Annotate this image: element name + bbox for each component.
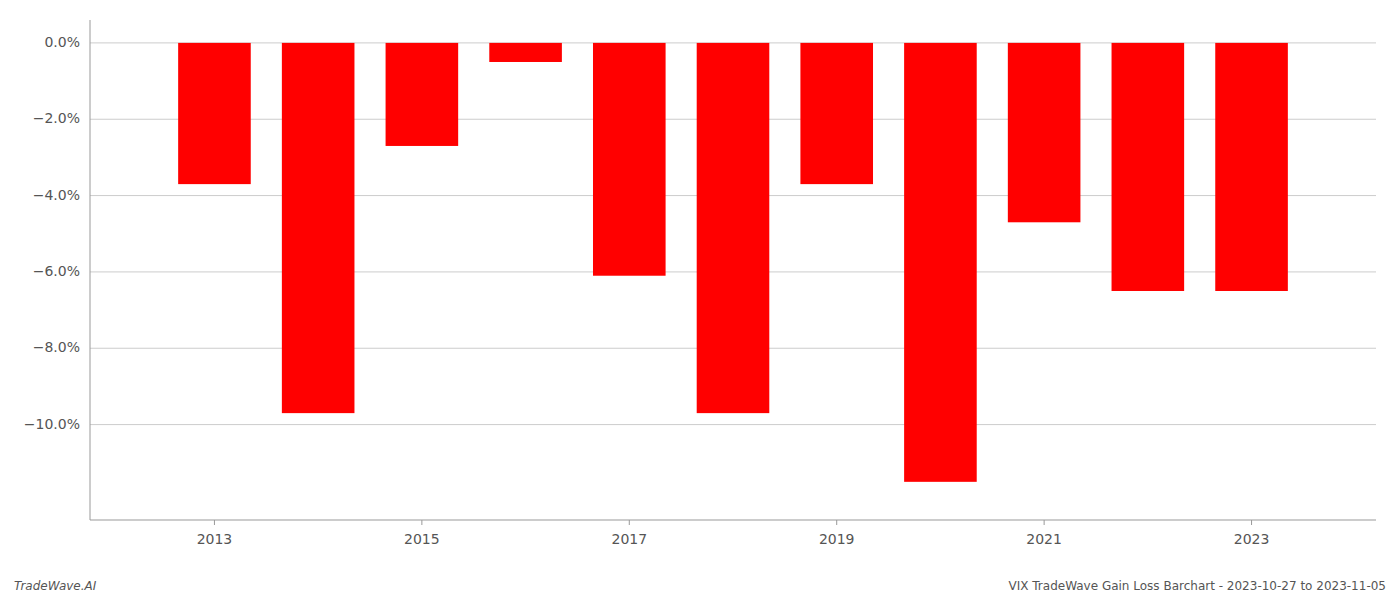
y-tick-label: −6.0% xyxy=(33,263,80,279)
bar xyxy=(1008,43,1081,222)
grid-line xyxy=(90,424,1376,425)
bar xyxy=(282,43,355,413)
bar xyxy=(904,43,977,482)
x-axis-line xyxy=(90,520,1376,521)
x-tick-label: 2013 xyxy=(197,531,233,547)
y-axis: 0.0% −2.0% −4.0% −6.0% −8.0% −10.0% xyxy=(24,34,80,432)
bar xyxy=(1112,43,1185,291)
y-tick-label: −10.0% xyxy=(24,416,80,432)
x-tick-label: 2021 xyxy=(1026,531,1062,547)
bar xyxy=(489,43,562,62)
x-tick-label: 2019 xyxy=(819,531,855,547)
x-axis: 2013 2015 2017 2019 2021 2023 xyxy=(197,520,1270,547)
x-tick xyxy=(836,520,837,525)
bar xyxy=(800,43,873,184)
chart: 0.0%−2.0%−4.0%−6.0%−8.0%−10.0%2013201520… xyxy=(0,0,1400,600)
footer-left: TradeWave.AI xyxy=(14,579,97,593)
bar xyxy=(178,43,251,184)
bar xyxy=(697,43,770,413)
bar xyxy=(1215,43,1288,291)
x-tick-label: 2023 xyxy=(1234,531,1270,547)
x-tick xyxy=(1251,520,1252,525)
bars xyxy=(178,43,1288,482)
x-tick xyxy=(629,520,630,525)
x-tick xyxy=(421,520,422,525)
bar xyxy=(386,43,459,146)
y-tick-label: −4.0% xyxy=(33,187,80,203)
x-tick-label: 2015 xyxy=(404,531,440,547)
y-tick-label: −8.0% xyxy=(33,339,80,355)
page: {"chart_data": { "type": "bar", "x": [20… xyxy=(0,0,1400,600)
x-tick-label: 2017 xyxy=(611,531,647,547)
y-tick-label: −2.0% xyxy=(33,110,80,126)
y-axis-line xyxy=(90,20,91,520)
y-tick-label: 0.0% xyxy=(44,34,80,50)
footer-right: VIX TradeWave Gain Loss Barchart - 2023-… xyxy=(1009,579,1387,593)
x-tick xyxy=(1044,520,1045,525)
x-tick xyxy=(214,520,215,525)
bar xyxy=(593,43,666,276)
grid xyxy=(90,43,1376,425)
